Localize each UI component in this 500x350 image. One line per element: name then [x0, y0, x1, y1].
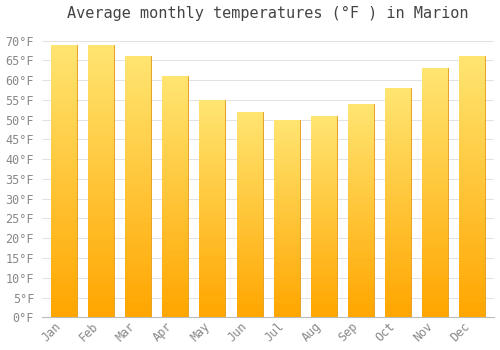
Bar	[348, 104, 374, 317]
Bar	[51, 44, 77, 317]
Title: Average monthly temperatures (°F ) in Marion: Average monthly temperatures (°F ) in Ma…	[68, 6, 469, 21]
Bar	[274, 120, 299, 317]
Bar	[385, 88, 411, 317]
Bar	[422, 68, 448, 317]
Bar	[125, 56, 151, 317]
Bar	[200, 100, 226, 317]
Bar	[310, 116, 336, 317]
Bar	[162, 76, 188, 317]
Bar	[236, 112, 262, 317]
Bar	[88, 44, 114, 317]
Bar	[459, 56, 485, 317]
